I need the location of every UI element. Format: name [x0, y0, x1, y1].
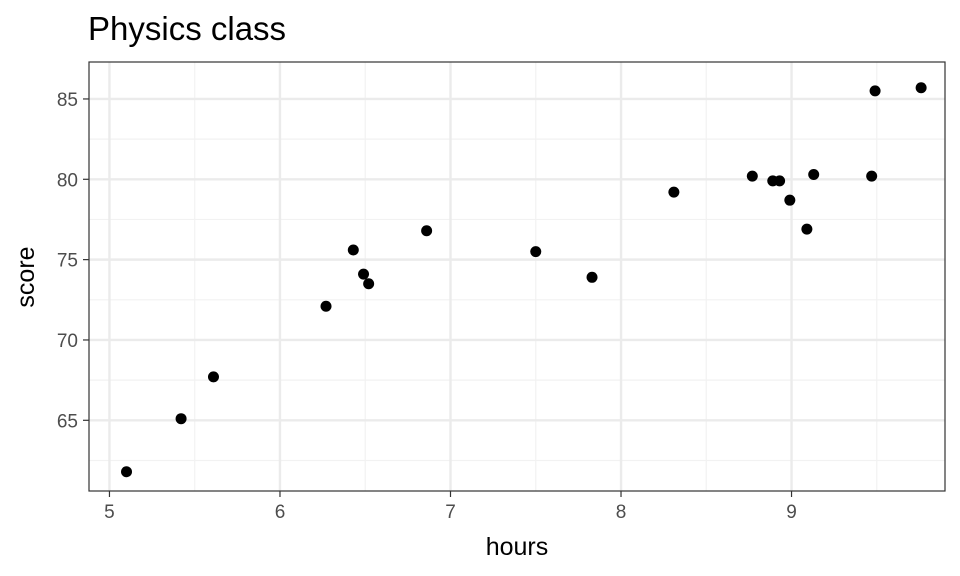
data-point	[586, 271, 598, 283]
data-point	[320, 300, 332, 312]
y-axis-title: score	[12, 246, 40, 307]
x-axis-title: hours	[486, 533, 549, 561]
data-point	[746, 170, 758, 182]
major-gridlines	[89, 62, 945, 491]
x-tick-label: 8	[616, 502, 627, 523]
data-point	[363, 278, 375, 290]
data-points	[121, 82, 927, 478]
y-tick-label: 75	[57, 251, 78, 272]
data-point	[421, 225, 433, 237]
data-point	[801, 223, 813, 235]
x-tick-label: 5	[104, 502, 115, 523]
data-point	[915, 82, 927, 94]
data-point	[121, 466, 133, 478]
data-point	[774, 175, 786, 187]
x-tick-label: 6	[275, 502, 286, 523]
data-point	[347, 244, 359, 256]
data-point	[358, 268, 370, 280]
x-tick-label: 9	[786, 502, 797, 523]
y-axis-ticks: 65 70 75 80 85	[57, 90, 89, 432]
minor-gridlines	[89, 62, 945, 491]
data-point	[866, 170, 878, 182]
y-tick-label: 85	[57, 90, 78, 111]
x-axis-ticks: 5 6 7 8 9	[104, 491, 797, 523]
x-tick-label: 7	[445, 502, 456, 523]
data-point	[784, 194, 796, 206]
data-point	[530, 246, 542, 258]
y-tick-label: 70	[57, 331, 78, 352]
chart-title: Physics class	[88, 10, 286, 47]
y-tick-label: 80	[57, 170, 78, 191]
data-point	[808, 168, 820, 180]
y-tick-label: 65	[57, 411, 78, 432]
data-point	[869, 85, 881, 97]
data-point	[175, 413, 187, 425]
panel-border	[88, 61, 946, 492]
data-point	[207, 371, 219, 383]
data-point	[668, 186, 680, 198]
